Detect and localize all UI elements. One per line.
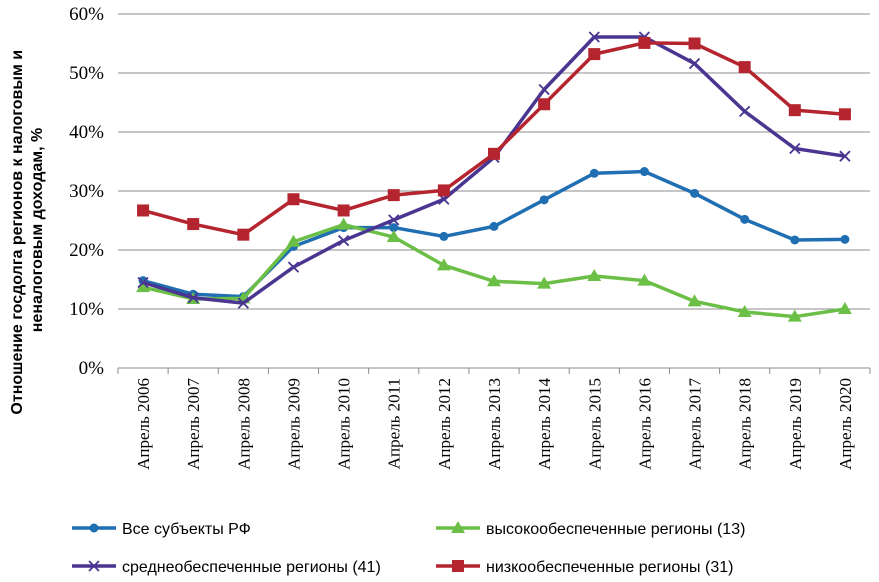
data-point <box>687 294 702 307</box>
x-tick-label: Апрель 2008 <box>234 378 253 470</box>
data-point <box>839 150 851 162</box>
data-point <box>388 214 400 226</box>
data-point <box>89 523 99 533</box>
data-point <box>237 228 250 241</box>
y-tick-label: 40% <box>69 122 104 143</box>
data-point <box>737 304 752 317</box>
y-axis-label: Отношение госдолга регионов к налоговым … <box>9 45 46 414</box>
x-tick-label: Апрель 2009 <box>284 378 303 470</box>
data-point <box>538 98 551 111</box>
data-point <box>136 280 151 293</box>
data-point <box>488 147 500 160</box>
data-point <box>537 276 552 289</box>
data-point <box>589 168 599 178</box>
data-point <box>738 61 751 74</box>
legend: Все субъекты РФ высокообеспеченные регион… <box>72 521 745 576</box>
x-tick-label: Апрель 2020 <box>836 378 855 470</box>
data-point <box>638 36 651 49</box>
data-point <box>88 560 100 572</box>
data-point <box>287 261 300 273</box>
data-point <box>688 57 701 70</box>
gridlines <box>118 13 870 369</box>
y-tick-label: 60% <box>69 4 104 25</box>
x-tick-label: Апрель 2019 <box>786 378 805 470</box>
data-point <box>840 234 850 244</box>
data-point <box>386 230 401 243</box>
x-tick-label: Апрель 2014 <box>535 378 554 470</box>
x-tick-label: Апрель 2013 <box>485 378 504 470</box>
data-point <box>187 292 199 304</box>
y-axis-label-line-1: Отношение госдолга регионов к налоговым … <box>9 50 26 415</box>
data-point <box>538 83 550 96</box>
x-tick-label: Апрель 2011 <box>385 378 404 469</box>
legend-item: среднеобеспеченные регионы (41) <box>72 559 381 576</box>
data-point <box>387 189 400 202</box>
y-axis-ticks: 0% 10% 20% 30% 40% 50% 60% <box>69 4 104 379</box>
series-line <box>142 35 846 305</box>
x-tick-label: Апрель 2018 <box>736 378 755 470</box>
data-point <box>337 234 350 247</box>
data-point <box>287 193 300 206</box>
data-point <box>336 217 351 230</box>
data-point <box>787 309 802 322</box>
data-point <box>740 214 750 224</box>
legend-label: низкообеспеченные регионы (31) <box>486 559 733 576</box>
legend-label: среднеобеспеченные регионы (41) <box>122 559 381 576</box>
x-tick-label: Апрель 2012 <box>435 378 454 470</box>
legend-item: высокообеспеченные регионы (13) <box>436 521 745 538</box>
data-point <box>439 231 449 241</box>
data-point <box>437 184 450 197</box>
series <box>136 31 852 322</box>
x-tick-label: Апрель 2010 <box>335 378 354 470</box>
y-tick-label: 50% <box>69 63 104 84</box>
data-point <box>637 273 652 286</box>
data-point <box>137 204 150 217</box>
data-point <box>337 204 350 217</box>
data-point <box>588 31 600 43</box>
data-point <box>838 108 851 121</box>
data-point <box>137 276 149 289</box>
y-tick-label: 20% <box>69 240 104 261</box>
data-point <box>688 37 701 50</box>
data-point <box>789 142 801 155</box>
legend-label: высокообеспеченные регионы (13) <box>486 521 745 538</box>
x-axis-ticks: Апрель 2006 Апрель 2007 Апрель 2008 Апрель … <box>117 368 871 470</box>
data-point <box>739 105 751 117</box>
y-tick-label: 0% <box>79 358 105 379</box>
data-point <box>451 521 465 533</box>
x-tick-label: Апрель 2007 <box>184 378 203 470</box>
data-point <box>389 223 399 233</box>
y-axis-label-line-2: неналоговым доходам, % <box>29 128 46 332</box>
data-point <box>837 302 852 314</box>
data-point <box>487 274 501 287</box>
data-point <box>788 104 801 117</box>
legend-label: Все субъекты РФ <box>122 521 251 538</box>
data-point <box>436 258 451 271</box>
data-point <box>452 560 464 572</box>
x-tick-label: Апрель 2017 <box>686 378 705 470</box>
data-point <box>539 195 549 205</box>
data-point <box>187 218 200 231</box>
data-point <box>588 48 601 61</box>
y-tick-label: 30% <box>69 181 104 202</box>
data-point <box>489 221 499 231</box>
data-point <box>639 167 649 177</box>
legend-item: низкообеспеченные регионы (31) <box>436 559 733 576</box>
data-point <box>790 235 800 245</box>
x-tick-label: Апрель 2016 <box>635 378 654 470</box>
data-point <box>286 234 301 247</box>
data-point <box>587 268 602 281</box>
data-point <box>690 188 700 198</box>
series-square <box>137 36 851 241</box>
x-tick-label: Апрель 2006 <box>134 378 153 470</box>
legend-item: Все субъекты РФ <box>72 521 251 538</box>
data-point <box>237 297 249 309</box>
x-tick-label: Апрель 2015 <box>585 378 604 470</box>
series-triangle <box>136 217 852 322</box>
y-tick-label: 10% <box>69 299 104 320</box>
